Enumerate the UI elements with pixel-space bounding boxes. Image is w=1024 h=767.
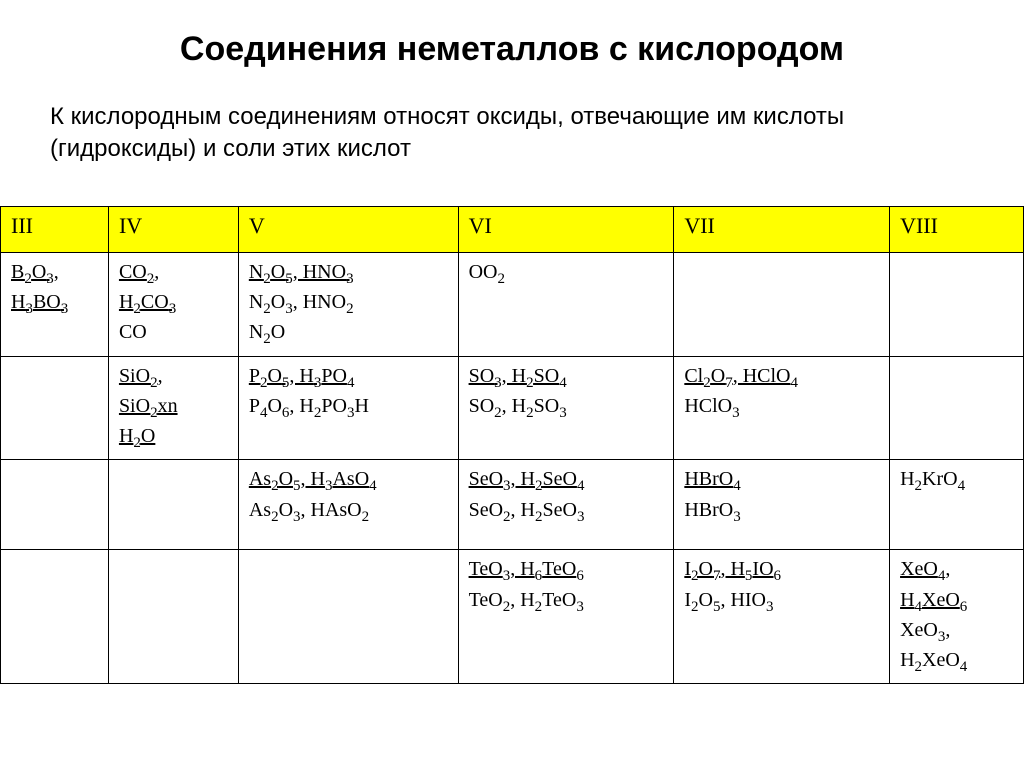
table-row: B2O3,H3BO3 CO2,H2CO3CO N2O5, HNO3N2O3, H… [1, 252, 1024, 356]
formula-line: P2O5, H3PO4 [249, 363, 448, 393]
cell [108, 550, 238, 684]
formula-line: N2O5, HNO3 [249, 259, 448, 289]
cell: XeO4, H4XeO6XeO3, H2XeO4 [890, 550, 1024, 684]
formula-line: B2O3, [11, 259, 98, 289]
formula-line: XeO4, H4XeO6 [900, 556, 1013, 617]
formula-line: SiO2xn [119, 393, 228, 423]
col-header-vi: VI [458, 206, 674, 252]
formula-line: HBrO3 [684, 497, 879, 527]
formula-line: HBrO4 [684, 466, 879, 496]
cell: Cl2O7, HClO4HClO3 [674, 356, 890, 460]
cell: SiO2,SiO2xnH2O [108, 356, 238, 460]
formula-line: H2O [119, 423, 228, 453]
table-row: SiO2,SiO2xnH2O P2O5, H3PO4P4O6, H2PO3H S… [1, 356, 1024, 460]
formula-line: TeO2, H2TeO3 [469, 587, 664, 617]
formula-line: CO [119, 319, 228, 346]
formula-line: SeO2, H2SeO3 [469, 497, 664, 527]
cell: HBrO4HBrO3 [674, 460, 890, 550]
cell: CO2,H2CO3CO [108, 252, 238, 356]
formula-line: As2O5, H3AsO4 [249, 466, 448, 496]
cell: P2O5, H3PO4P4O6, H2PO3H [238, 356, 458, 460]
col-header-iii: III [1, 206, 109, 252]
cell: SeO3, H2SeO4SeO2, H2SeO3 [458, 460, 674, 550]
formula-line: H2CO3 [119, 289, 228, 319]
cell: N2O5, HNO3N2O3, HNO2N2O [238, 252, 458, 356]
formula-line: CO2, [119, 259, 228, 289]
cell [890, 356, 1024, 460]
cell: B2O3,H3BO3 [1, 252, 109, 356]
formula-line: HClO3 [684, 393, 879, 423]
formula-line: N2O [249, 319, 448, 349]
formula-line: As2O3, HAsO2 [249, 497, 448, 527]
formula-line: Cl2O7, HClO4 [684, 363, 879, 393]
formula-line: SeO3, H2SeO4 [469, 466, 664, 496]
subtitle: К кислородным соединениям относят оксиды… [0, 101, 1024, 166]
cell [890, 252, 1024, 356]
cell [1, 356, 109, 460]
table-row: TeO3, H6TeO6TeO2, H2TeO3 I2O7, H5IO6I2O5… [1, 550, 1024, 684]
cell [1, 550, 109, 684]
compounds-table: III IV V VI VII VIII B2O3,H3BO3 CO2,H2CO… [0, 206, 1024, 685]
header-row: III IV V VI VII VIII [1, 206, 1024, 252]
formula-line: SO3, H2SO4 [469, 363, 664, 393]
cell [1, 460, 109, 550]
cell: I2O7, H5IO6I2O5, HIO3 [674, 550, 890, 684]
cell: As2O5, H3AsO4As2O3, HAsO2 [238, 460, 458, 550]
formula-line: I2O7, H5IO6 [684, 556, 879, 586]
col-header-iv: IV [108, 206, 238, 252]
formula-line: P4O6, H2PO3H [249, 393, 448, 423]
formula-line: N2O3, HNO2 [249, 289, 448, 319]
cell [108, 460, 238, 550]
col-header-v: V [238, 206, 458, 252]
cell [674, 252, 890, 356]
formula-line: H2KrO4 [900, 466, 1013, 496]
formula-line: XeO3, H2XeO4 [900, 617, 1013, 678]
formula-line: I2O5, HIO3 [684, 587, 879, 617]
col-header-viii: VIII [890, 206, 1024, 252]
formula-line: SO2, H2SO3 [469, 393, 664, 423]
cell: SO3, H2SO4SO2, H2SO3 [458, 356, 674, 460]
cell: OO2 [458, 252, 674, 356]
formula-line: TeO3, H6TeO6 [469, 556, 664, 586]
page-title: Соединения неметаллов с кислородом [0, 30, 1024, 69]
formula-line: SiO2, [119, 363, 228, 393]
col-header-vii: VII [674, 206, 890, 252]
cell: H2KrO4 [890, 460, 1024, 550]
table-row: As2O5, H3AsO4As2O3, HAsO2 SeO3, H2SeO4Se… [1, 460, 1024, 550]
formula-line: H3BO3 [11, 289, 98, 319]
cell: TeO3, H6TeO6TeO2, H2TeO3 [458, 550, 674, 684]
formula-line: OO2 [469, 259, 664, 289]
cell [238, 550, 458, 684]
